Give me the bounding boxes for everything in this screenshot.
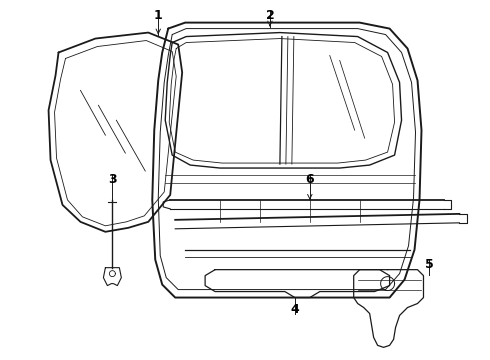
Text: 1: 1 xyxy=(154,9,163,22)
Text: 3: 3 xyxy=(108,173,117,186)
Text: 5: 5 xyxy=(425,258,434,271)
Text: 4: 4 xyxy=(291,303,299,316)
Text: 6: 6 xyxy=(305,173,314,186)
Text: 2: 2 xyxy=(266,9,274,22)
